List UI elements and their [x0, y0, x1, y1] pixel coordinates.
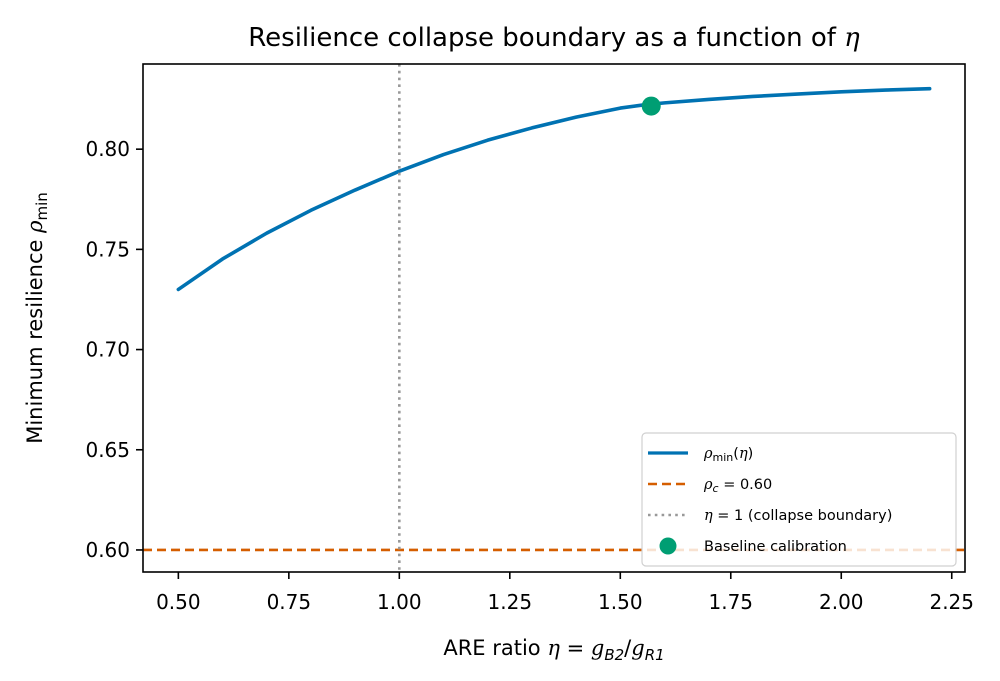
x-tick-label: 2.25	[929, 590, 974, 614]
legend-swatch-baseline	[659, 537, 677, 555]
plot-area	[143, 64, 965, 572]
legend-label-baseline: Baseline calibration	[704, 539, 847, 555]
y-axis-ticks: 0.60 0.65 0.70 0.75 0.80	[85, 137, 143, 562]
legend-box	[641, 432, 957, 567]
legend-label-rho-min: ρmin(η)	[703, 446, 753, 464]
chart-title: Resilience collapse boundary as a functi…	[248, 23, 860, 53]
axes-frame	[142, 63, 966, 573]
y-tick-label: 0.75	[85, 237, 130, 261]
x-tick-label: 0.75	[267, 590, 312, 614]
x-tick-label: 2.00	[819, 590, 864, 614]
x-tick-label: 1.25	[488, 590, 533, 614]
y-tick-label: 0.70	[85, 338, 130, 362]
baseline-calibration-point	[641, 96, 661, 116]
y-tick-label: 0.60	[85, 538, 130, 562]
x-axis-label: ARE ratio η = gB2/gR1	[443, 636, 664, 664]
x-axis-ticks: 0.50 0.75 1.00 1.25 1.50 1.75 2.00 2.25	[156, 572, 974, 614]
y-axis-label: Minimum resilience ρmin	[23, 192, 51, 444]
series-line-rho-min	[176, 86, 932, 292]
legend-label-rho-c: ρc = 0.60	[703, 477, 772, 495]
y-tick-label: 0.80	[85, 137, 130, 161]
legend: ρmin(η) ρc = 0.60 η = 1 (collapse bounda…	[641, 432, 957, 567]
x-tick-label: 1.50	[598, 590, 643, 614]
y-tick-label: 0.65	[85, 438, 130, 462]
x-tick-label: 0.50	[156, 590, 201, 614]
x-tick-label: 1.00	[377, 590, 422, 614]
legend-label-eta-one: η = 1 (collapse boundary)	[704, 508, 892, 524]
x-tick-label: 1.75	[709, 590, 754, 614]
